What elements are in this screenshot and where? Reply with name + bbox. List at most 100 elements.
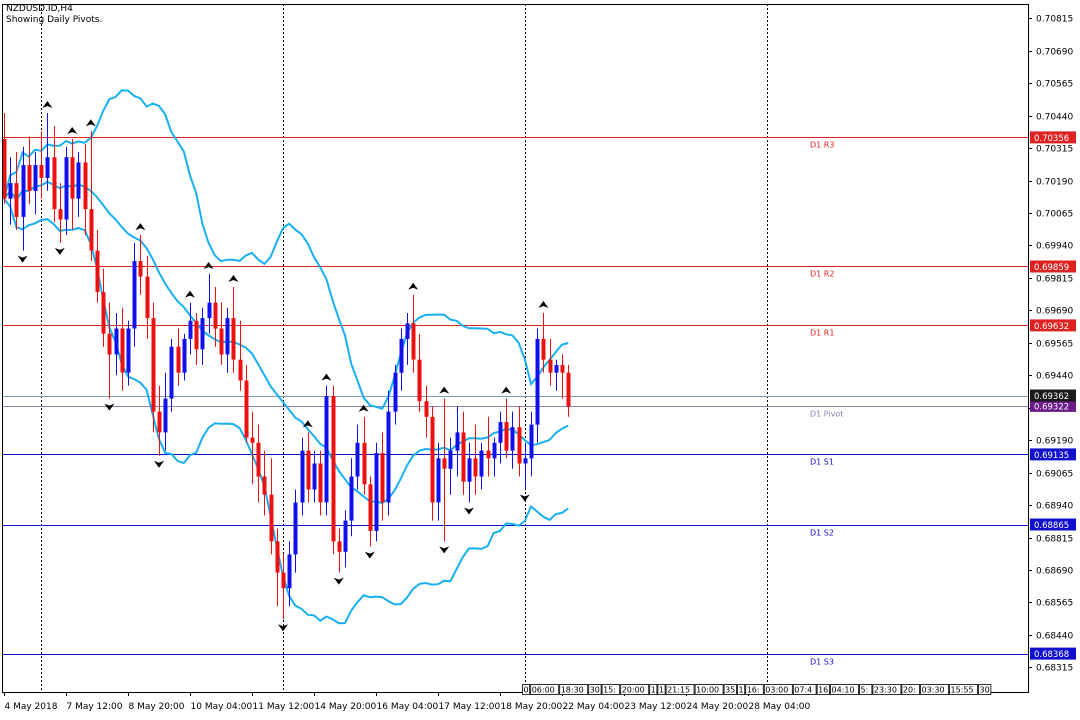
time-label-box xyxy=(745,684,764,695)
time-label: 03:30 xyxy=(922,686,945,695)
pivot-price-tag-bg xyxy=(1030,518,1076,531)
pivot-price-tag: 0.70356 xyxy=(1034,134,1069,144)
time-label-box xyxy=(792,684,817,695)
time-label-box xyxy=(694,684,724,695)
time-label-box xyxy=(620,684,650,695)
candle-body xyxy=(281,572,286,589)
fractal-arrows xyxy=(17,101,549,632)
candle-body xyxy=(70,157,75,199)
pivot-price-tag: 0.68368 xyxy=(1034,650,1069,660)
pivot-level-label: D1 R2 xyxy=(810,270,834,279)
candle-body xyxy=(349,476,354,521)
fractal-up-arrow xyxy=(439,386,450,394)
pivot-price-tag-bg xyxy=(1030,319,1076,332)
time-label-box xyxy=(601,684,621,695)
candle-body xyxy=(442,458,447,469)
candle-body xyxy=(393,372,398,412)
candle-body xyxy=(58,209,63,220)
fractal-up-arrow xyxy=(321,373,332,381)
fractal-down-arrow xyxy=(278,624,288,632)
candle-body xyxy=(368,484,373,531)
time-label: 20:00 xyxy=(622,686,645,695)
y-tick-label: 0.70690 xyxy=(1036,48,1073,58)
y-tick-label: 0.70190 xyxy=(1036,178,1073,188)
candle-body xyxy=(430,416,435,503)
bollinger-bands xyxy=(3,89,569,625)
time-label-box xyxy=(816,684,830,695)
fractal-down-arrow xyxy=(17,255,28,263)
candle-body xyxy=(355,442,360,477)
time-label-box xyxy=(872,684,902,695)
time-label: 15: xyxy=(603,686,616,695)
candle-body xyxy=(145,276,150,319)
time-label: 04:10 xyxy=(832,686,855,695)
fractal-down-arrow xyxy=(154,460,164,468)
candle-body xyxy=(250,437,255,443)
x-tick-label: 24 May 20:00 xyxy=(687,702,749,712)
candle-body xyxy=(318,463,323,503)
fractal-up-arrow xyxy=(67,127,78,135)
candle-body xyxy=(498,422,503,443)
current-price-tag-bg xyxy=(1030,389,1076,402)
chart-subtitle: Showing Daily Pivots. xyxy=(6,15,103,25)
candle-body xyxy=(411,323,416,360)
pivot-levels: D1 R3 D1 R2 D1 R1 D1 Pivot D1 S1 D1 S2 D1 S3 xyxy=(2,137,1028,667)
candle-body xyxy=(151,318,156,412)
time-label: 23:30 xyxy=(874,686,897,695)
candle-body xyxy=(238,359,243,381)
candle-body xyxy=(473,458,478,477)
candle-body xyxy=(312,463,317,490)
candle-body xyxy=(95,250,100,293)
candle-body xyxy=(194,320,199,350)
candle-body xyxy=(448,450,453,469)
candle-body xyxy=(64,157,69,220)
x-tick-label: 14 May 20:00 xyxy=(315,702,377,712)
time-label-box xyxy=(949,684,978,695)
candle-body xyxy=(548,359,553,373)
pivot-price-tag: 0.68865 xyxy=(1034,521,1069,531)
y-tick-label: 0.68315 xyxy=(1036,664,1073,674)
candle-body xyxy=(362,442,367,485)
pivot-price-tag-bg xyxy=(1030,131,1076,144)
fractal-down-arrow xyxy=(439,546,450,554)
y-tick-label: 0.70815 xyxy=(1036,15,1073,25)
candle-body xyxy=(219,328,224,355)
candle-body xyxy=(120,328,125,373)
y-tick-label: 0.68815 xyxy=(1036,535,1073,545)
time-label: 07:4 xyxy=(794,686,812,695)
candle-body xyxy=(176,346,181,373)
candle-body xyxy=(163,398,168,433)
candle-body xyxy=(541,338,546,360)
candle-body xyxy=(275,541,280,573)
candle-body xyxy=(14,183,19,217)
pivot-level-label: D1 S1 xyxy=(810,458,834,467)
fractal-down-arrow xyxy=(364,551,375,559)
pivot-level-label: D1 Pivot xyxy=(810,410,843,419)
plot-frame xyxy=(2,4,1029,693)
time-label: 18:30 xyxy=(561,686,584,695)
chart-symbol-label: NZDUSD.ID,H4 xyxy=(6,4,73,14)
y-tick-label: 0.70065 xyxy=(1036,210,1073,220)
candle-body xyxy=(343,520,348,552)
candle-body xyxy=(529,424,534,459)
candle-body xyxy=(76,162,81,199)
x-tick-label: 17 May 12:00 xyxy=(439,702,501,712)
candle-body xyxy=(244,380,249,438)
time-label: 5: xyxy=(861,686,869,695)
candle-body xyxy=(517,427,522,464)
x-tick-label: 7 May 12:00 xyxy=(67,702,123,712)
candle-body xyxy=(337,541,342,552)
candle-body xyxy=(436,458,441,503)
x-tick-label: 10 May 04:00 xyxy=(191,702,253,712)
time-label-box xyxy=(665,684,695,695)
y-tick-label: 0.69565 xyxy=(1036,340,1073,350)
y-tick-label: 0.68440 xyxy=(1036,632,1073,642)
time-label: 20: xyxy=(903,686,916,695)
time-label-box xyxy=(978,684,992,695)
candle-body xyxy=(523,458,528,464)
pivot-level-label: D1 S3 xyxy=(810,658,834,667)
y-tick-label: 0.69815 xyxy=(1036,275,1073,285)
candle-body xyxy=(138,261,143,277)
candle-body xyxy=(256,442,261,477)
